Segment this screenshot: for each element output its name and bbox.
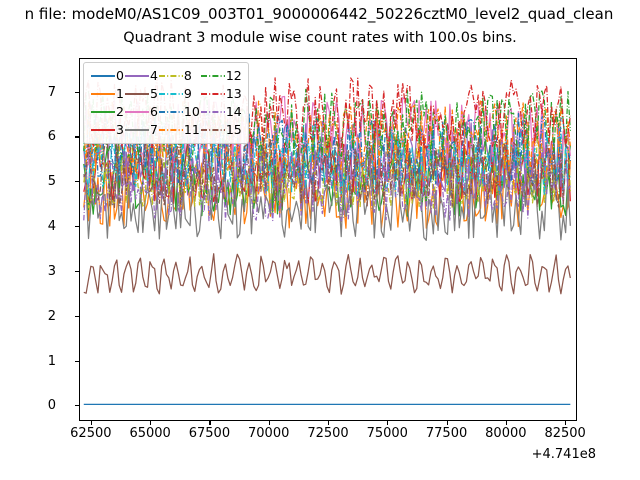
legend-swatch bbox=[124, 67, 150, 85]
legend-swatch bbox=[124, 103, 150, 121]
legend-label: 15 bbox=[225, 122, 242, 137]
legend-row: 1 5 9 13 bbox=[90, 85, 242, 103]
x-tick-mark bbox=[268, 421, 270, 425]
x-tick-mark bbox=[328, 421, 330, 425]
y-tick-label: 6 bbox=[47, 129, 56, 145]
y-tick-mark bbox=[75, 91, 79, 93]
legend-swatch bbox=[90, 103, 116, 121]
y-tick-label: 3 bbox=[47, 263, 56, 279]
y-tick-mark bbox=[75, 315, 79, 317]
legend-label: 0 bbox=[116, 68, 124, 83]
legend-swatch bbox=[90, 121, 116, 139]
series-line-4 bbox=[83, 120, 571, 193]
legend-swatch bbox=[124, 85, 150, 103]
legend-swatch bbox=[90, 85, 116, 103]
legend-label: 9 bbox=[183, 86, 192, 101]
x-tick-label: 75000 bbox=[366, 426, 408, 441]
figure-suptitle-text: n file: modeM0/AS1C09_003T01_9000006442_… bbox=[24, 5, 614, 23]
x-tick-mark bbox=[150, 421, 152, 425]
x-tick-mark bbox=[90, 421, 92, 425]
legend-swatch bbox=[200, 103, 226, 121]
x-tick-mark bbox=[209, 421, 211, 425]
legend-swatch bbox=[90, 67, 116, 85]
legend-label: 5 bbox=[149, 86, 158, 101]
legend: 0 4 8 12 1 5 9 13 2 6 10 14 3 7 11 15 bbox=[83, 62, 249, 144]
legend-swatch bbox=[158, 121, 184, 139]
x-tick-label: 82500 bbox=[544, 426, 586, 441]
y-tick-mark bbox=[75, 270, 79, 272]
x-tick-mark bbox=[387, 421, 389, 425]
legend-label: 10 bbox=[183, 104, 200, 119]
legend-label: 14 bbox=[225, 104, 242, 119]
x-tick-label: 62500 bbox=[70, 426, 112, 441]
x-tick-label: 80000 bbox=[485, 426, 527, 441]
chart-title: Quadrant 3 module wise count rates with … bbox=[123, 30, 517, 46]
x-axis-offset-label: +4.741e8 bbox=[531, 447, 596, 462]
legend-label: 6 bbox=[149, 104, 158, 119]
x-tick-label: 77500 bbox=[425, 426, 468, 441]
x-tick-label: 72500 bbox=[307, 426, 349, 441]
x-tick-mark bbox=[446, 421, 448, 425]
legend-swatch bbox=[158, 67, 184, 85]
legend-label: 13 bbox=[225, 86, 242, 101]
x-tick-label: 67500 bbox=[188, 426, 231, 441]
legend-label: 8 bbox=[183, 68, 192, 83]
y-tick-label: 7 bbox=[47, 84, 56, 100]
y-tick-mark bbox=[75, 181, 79, 183]
legend-swatch bbox=[158, 85, 184, 103]
legend-table: 0 4 8 12 1 5 9 13 2 6 10 14 3 7 11 15 bbox=[90, 67, 242, 139]
legend-label: 4 bbox=[149, 68, 158, 83]
legend-row: 2 6 10 14 bbox=[90, 103, 242, 121]
x-tick-label: 65000 bbox=[129, 426, 171, 441]
series-line-15 bbox=[83, 136, 571, 209]
x-tick-mark bbox=[565, 421, 567, 425]
y-tick-mark bbox=[75, 405, 79, 407]
y-tick-mark bbox=[75, 360, 79, 362]
legend-swatch bbox=[124, 121, 150, 139]
series-line-7 bbox=[83, 169, 571, 241]
legend-swatch bbox=[200, 121, 226, 139]
legend-label: 1 bbox=[116, 86, 124, 101]
legend-swatch bbox=[158, 103, 184, 121]
y-tick-label: 1 bbox=[47, 353, 56, 369]
legend-label: 2 bbox=[116, 104, 124, 119]
y-tick-label: 0 bbox=[47, 398, 56, 414]
figure-suptitle: n file: modeM0/AS1C09_003T01_9000006442_… bbox=[0, 3, 640, 25]
legend-swatch bbox=[200, 67, 226, 85]
legend-label: 12 bbox=[225, 68, 242, 83]
legend-row: 0 4 8 12 bbox=[90, 67, 242, 85]
y-tick-label: 2 bbox=[47, 308, 56, 324]
series-line-14 bbox=[83, 148, 571, 222]
y-tick-label: 5 bbox=[47, 174, 56, 190]
plot-canvas bbox=[83, 77, 571, 406]
legend-label: 3 bbox=[116, 122, 124, 137]
x-tick-mark bbox=[505, 421, 507, 425]
series-line-5 bbox=[83, 253, 571, 295]
x-tick-label: 70000 bbox=[248, 426, 290, 441]
legend-label: 11 bbox=[183, 122, 200, 137]
y-tick-mark bbox=[75, 226, 79, 228]
legend-row: 3 7 11 15 bbox=[90, 121, 242, 139]
y-tick-label: 4 bbox=[47, 219, 56, 235]
legend-label: 7 bbox=[149, 122, 158, 137]
legend-swatch bbox=[200, 85, 226, 103]
y-tick-mark bbox=[75, 136, 79, 138]
